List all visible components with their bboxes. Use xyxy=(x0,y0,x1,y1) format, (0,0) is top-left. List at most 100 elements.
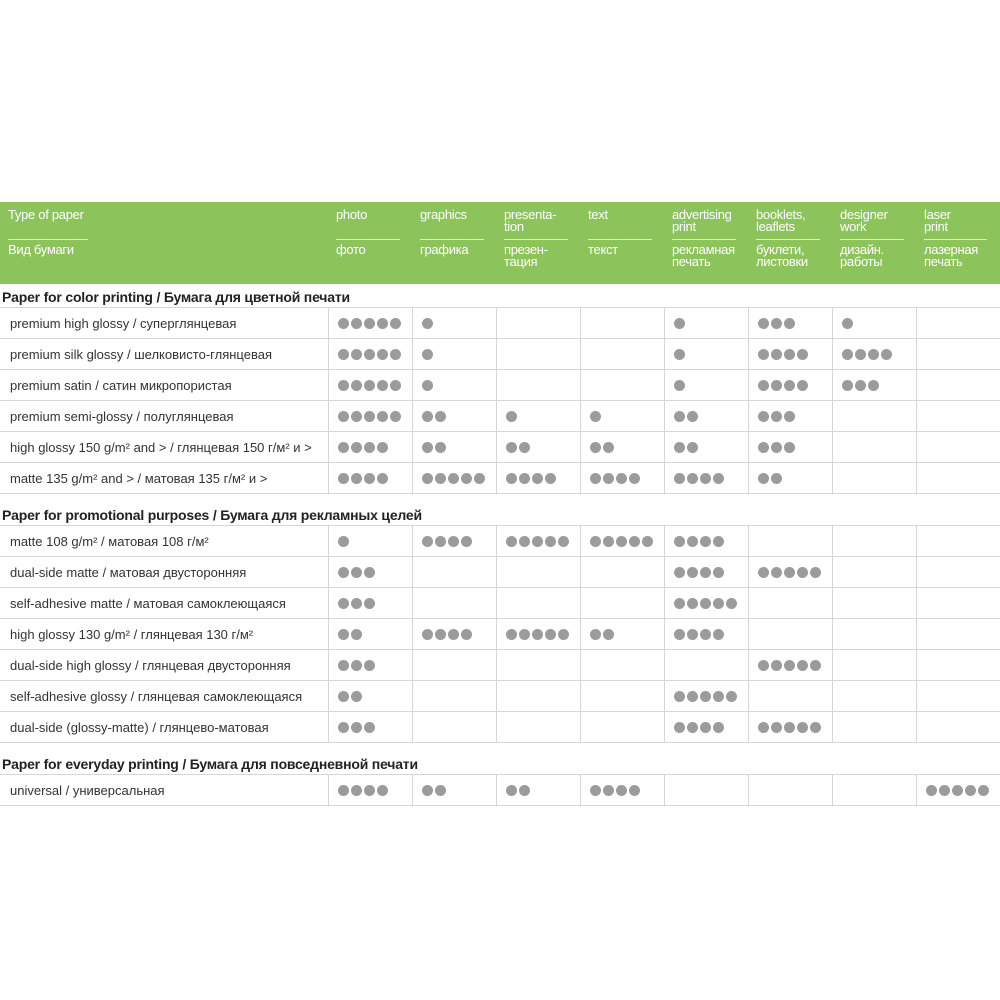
rating-dot-icon xyxy=(771,472,782,484)
paper-type-label: high glossy 150 g/m² and > / глянцевая 1… xyxy=(10,439,312,455)
section-rows: premium high glossy / суперглянцевая prem… xyxy=(0,307,1000,494)
rating-cell xyxy=(748,526,832,556)
table-row: premium silk glossy / шелковисто-глянцев… xyxy=(0,338,1000,369)
header-column-en: presenta- tion xyxy=(504,207,557,234)
rating-dot-icon xyxy=(390,348,401,360)
rating-cell xyxy=(664,339,748,369)
rating-dot-icon xyxy=(364,597,375,609)
paper-type-label: dual-side high glossy / глянцевая двусто… xyxy=(10,657,291,673)
table-row: self-adhesive glossy / глянцевая самокле… xyxy=(0,680,1000,711)
rating-cell xyxy=(748,712,832,742)
rating-dot-icon xyxy=(616,472,627,484)
rating-cell xyxy=(412,401,496,431)
rating-dot-icon xyxy=(435,441,446,453)
rating-cell xyxy=(748,401,832,431)
table-row: self-adhesive matte / матовая самоклеюща… xyxy=(0,587,1000,618)
header-column-ru: текст xyxy=(588,239,652,256)
rating-dot-icon xyxy=(461,472,472,484)
rating-dot-icon xyxy=(377,441,388,453)
rating-cell xyxy=(580,339,664,369)
section-title: Paper for color printing / Бумага для цв… xyxy=(2,289,350,305)
rating-dot-icon xyxy=(351,317,362,329)
section-rows: universal / универсальная xyxy=(0,774,1000,806)
rating-dot-icon xyxy=(422,317,433,329)
rating-cell xyxy=(916,712,999,742)
rating-dot-icon xyxy=(364,441,375,453)
rating-cell xyxy=(664,681,748,711)
rating-cell xyxy=(580,401,664,431)
rating-dot-icon xyxy=(338,348,349,360)
rating-cell xyxy=(916,557,999,587)
header-column-ru: буклети, листовки xyxy=(756,239,820,268)
rating-cell xyxy=(832,588,916,618)
rating-dot-icon xyxy=(351,784,362,796)
paper-type-label: dual-side matte / матовая двусторонняя xyxy=(10,564,247,580)
rating-dot-icon xyxy=(590,628,601,640)
rating-cell xyxy=(916,588,999,618)
rating-dot-icon xyxy=(629,472,640,484)
rating-cell xyxy=(916,339,999,369)
rating-dot-icon xyxy=(364,566,375,578)
rating-cell xyxy=(412,526,496,556)
rating-cell xyxy=(496,650,580,680)
rating-dot-icon xyxy=(448,535,459,547)
rating-cell xyxy=(916,619,999,649)
rating-cell xyxy=(580,775,664,805)
rating-cell xyxy=(664,432,748,462)
header-column-en: booklets, leaflets xyxy=(756,207,806,234)
rating-dot-icon xyxy=(952,784,963,796)
header-column: graphics графика xyxy=(412,202,496,284)
header-column: booklets, leaflets буклети, листовки xyxy=(748,202,832,284)
rating-dot-icon xyxy=(674,379,685,391)
table-row: dual-side (glossy-matte) / глянцево-мато… xyxy=(0,711,1000,743)
header-type-of-paper: Type of paper Вид бумаги xyxy=(0,202,328,284)
rating-cell xyxy=(328,432,412,462)
rating-dot-icon xyxy=(713,566,724,578)
rating-dot-icon xyxy=(713,472,724,484)
rating-cell xyxy=(580,619,664,649)
rating-dot-icon xyxy=(771,441,782,453)
header-column-ru: дизайн. работы xyxy=(840,239,904,268)
header-column: laser print лазерная печать xyxy=(916,202,999,284)
section-rows: matte 108 g/m² / матовая 108 г/м² dual-si… xyxy=(0,525,1000,743)
rating-cell xyxy=(328,681,412,711)
header-column-en: advertising print xyxy=(672,207,732,234)
rating-dot-icon xyxy=(519,472,530,484)
paper-type-label: premium silk glossy / шелковисто-глянцев… xyxy=(10,346,272,362)
rating-dot-icon xyxy=(687,597,698,609)
rating-dot-icon xyxy=(351,410,362,422)
table-row: matte 135 g/m² and > / матовая 135 г/м² … xyxy=(0,462,1000,494)
rating-cell xyxy=(580,463,664,493)
table-row: dual-side high glossy / глянцевая двусто… xyxy=(0,649,1000,680)
rating-dot-icon xyxy=(687,535,698,547)
rating-dot-icon xyxy=(700,535,711,547)
header-column: presenta- tion презен- тация xyxy=(496,202,580,284)
rating-cell xyxy=(496,432,580,462)
rating-cell xyxy=(748,681,832,711)
rating-cell xyxy=(664,557,748,587)
rating-dot-icon xyxy=(784,659,795,671)
rating-cell xyxy=(412,463,496,493)
rating-cell xyxy=(832,401,916,431)
rating-cell xyxy=(664,463,748,493)
rating-dot-icon xyxy=(506,628,517,640)
rating-dot-icon xyxy=(506,410,517,422)
rating-dot-icon xyxy=(629,535,640,547)
rating-dot-icon xyxy=(713,597,724,609)
rating-dot-icon xyxy=(797,379,808,391)
header-column-en: text xyxy=(588,207,608,222)
rating-dot-icon xyxy=(687,441,698,453)
rating-dot-icon xyxy=(687,410,698,422)
rating-dot-icon xyxy=(590,472,601,484)
rating-cell xyxy=(412,308,496,338)
rating-cell xyxy=(328,775,412,805)
rating-dot-icon xyxy=(771,317,782,329)
rating-dot-icon xyxy=(338,379,349,391)
rating-dot-icon xyxy=(687,566,698,578)
rating-dot-icon xyxy=(642,535,653,547)
rating-dot-icon xyxy=(616,784,627,796)
rating-dot-icon xyxy=(351,348,362,360)
rating-cell xyxy=(748,650,832,680)
rating-cell xyxy=(916,650,999,680)
rating-dot-icon xyxy=(390,410,401,422)
